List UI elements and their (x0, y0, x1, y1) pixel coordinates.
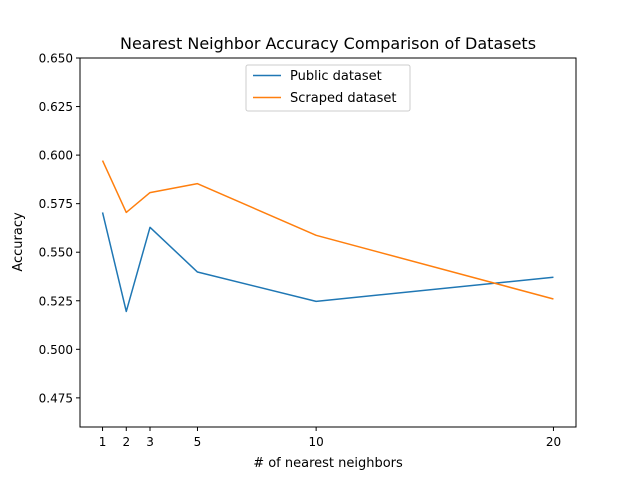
y-tick-label: 0.650 (39, 52, 73, 66)
y-axis-title: Accuracy (11, 212, 26, 272)
x-tick-label: 20 (546, 435, 561, 449)
y-tick-label: 0.550 (39, 246, 73, 260)
plot-area (80, 58, 576, 427)
legend-box (245, 64, 411, 112)
chart-title: Nearest Neighbor Accuracy Comparison of … (120, 34, 536, 53)
legend-label-scraped: Scraped dataset (290, 91, 397, 106)
x-axis-title: # of nearest neighbors (253, 456, 403, 471)
y-tick-label: 0.625 (39, 100, 73, 114)
y-tick-label: 0.575 (39, 197, 73, 211)
y-tick-label: 0.475 (39, 391, 73, 405)
plot-frame (79, 57, 577, 428)
x-tick-label: 2 (122, 435, 130, 449)
legend-label-public: Public dataset (290, 69, 382, 84)
series-line-scraped (101, 160, 554, 300)
y-tick-label: 0.600 (39, 149, 73, 163)
x-tick-label: 10 (308, 435, 323, 449)
y-tick-label: 0.525 (39, 294, 73, 308)
legend: Public dataset Scraped dataset (245, 64, 411, 112)
series-layer (101, 160, 554, 313)
x-tick-label: 3 (146, 435, 154, 449)
x-tick-label: 1 (99, 435, 107, 449)
series-line-public (101, 212, 554, 313)
axes-layer: 0.475 0.500 0.525 0.550 0.575 0.600 0.625 0.650… (39, 52, 561, 450)
x-tick-label: 5 (194, 435, 202, 449)
y-tick-label: 0.500 (39, 343, 73, 357)
